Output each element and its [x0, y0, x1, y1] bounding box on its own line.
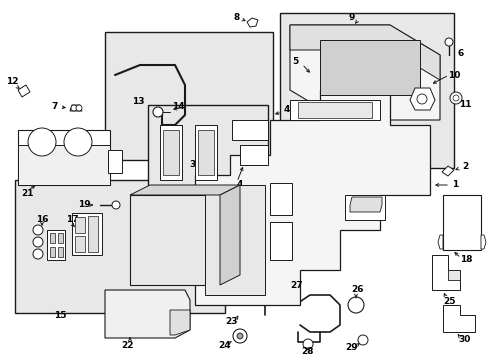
Text: 6: 6 — [457, 49, 463, 58]
Bar — [269, 222, 291, 260]
Text: 15: 15 — [54, 311, 66, 320]
Text: 23: 23 — [225, 318, 238, 327]
Circle shape — [416, 94, 426, 104]
Polygon shape — [130, 185, 240, 195]
Circle shape — [303, 339, 312, 349]
Text: 18: 18 — [459, 256, 471, 265]
Circle shape — [444, 38, 452, 46]
Bar — [204, 185, 264, 295]
Text: 24: 24 — [218, 341, 231, 350]
Text: 14: 14 — [171, 103, 184, 112]
Text: 3: 3 — [188, 161, 195, 170]
Text: 19: 19 — [78, 201, 90, 210]
Text: 7: 7 — [52, 103, 58, 112]
Polygon shape — [231, 120, 267, 140]
Polygon shape — [289, 100, 379, 120]
Bar — [72, 213, 102, 255]
Polygon shape — [18, 130, 110, 185]
Polygon shape — [437, 235, 442, 249]
Polygon shape — [289, 25, 439, 80]
Polygon shape — [163, 130, 179, 175]
Polygon shape — [220, 185, 240, 285]
Bar — [47, 230, 65, 260]
Polygon shape — [246, 18, 258, 27]
Bar — [269, 183, 291, 215]
Polygon shape — [480, 235, 485, 249]
Polygon shape — [160, 125, 182, 180]
Text: 12: 12 — [6, 77, 18, 86]
Polygon shape — [170, 310, 190, 335]
Polygon shape — [409, 88, 434, 110]
Bar — [75, 217, 85, 233]
Bar — [18, 145, 110, 185]
Polygon shape — [240, 145, 267, 165]
Polygon shape — [108, 150, 122, 173]
Polygon shape — [18, 85, 30, 97]
Polygon shape — [297, 102, 371, 118]
Bar — [280, 13, 453, 168]
Text: 1: 1 — [451, 180, 457, 189]
Polygon shape — [447, 270, 459, 280]
Circle shape — [71, 105, 77, 111]
Circle shape — [232, 329, 246, 343]
Text: 2: 2 — [461, 162, 467, 171]
Bar — [75, 236, 85, 252]
Text: 17: 17 — [65, 216, 78, 225]
Polygon shape — [105, 290, 190, 338]
Text: 27: 27 — [290, 280, 303, 289]
Text: 16: 16 — [36, 216, 48, 225]
Text: 29: 29 — [345, 343, 358, 352]
Bar — [88, 216, 98, 252]
Bar — [58, 233, 63, 243]
Polygon shape — [289, 25, 439, 120]
Text: 26: 26 — [351, 285, 364, 294]
Text: 4: 4 — [283, 105, 289, 114]
Text: 5: 5 — [291, 58, 298, 67]
Circle shape — [452, 95, 458, 101]
Circle shape — [33, 225, 43, 235]
Circle shape — [347, 297, 363, 313]
Polygon shape — [195, 90, 429, 305]
Circle shape — [33, 249, 43, 259]
Text: 30: 30 — [458, 336, 470, 345]
Polygon shape — [345, 195, 384, 220]
Polygon shape — [441, 166, 453, 176]
Text: 28: 28 — [301, 347, 314, 356]
Text: 10: 10 — [447, 71, 459, 80]
Bar — [58, 247, 63, 257]
Text: 20: 20 — [168, 204, 181, 213]
Text: 21: 21 — [21, 189, 34, 198]
Circle shape — [28, 128, 56, 156]
Text: 22: 22 — [121, 341, 133, 350]
Text: 11: 11 — [458, 100, 470, 109]
Bar — [442, 195, 480, 250]
Polygon shape — [198, 130, 214, 175]
Polygon shape — [70, 105, 82, 111]
Circle shape — [64, 128, 92, 156]
Bar — [50, 247, 55, 257]
Bar — [319, 40, 419, 95]
Text: 25: 25 — [443, 297, 455, 306]
Bar — [15, 180, 224, 313]
Polygon shape — [349, 197, 381, 212]
Bar — [105, 32, 272, 160]
Circle shape — [112, 201, 120, 209]
Bar — [130, 195, 220, 285]
Bar — [148, 105, 267, 205]
Circle shape — [33, 237, 43, 247]
Text: 8: 8 — [233, 13, 240, 22]
Text: 4: 4 — [236, 180, 243, 189]
Polygon shape — [442, 305, 474, 332]
Circle shape — [76, 105, 82, 111]
Polygon shape — [431, 255, 459, 290]
Polygon shape — [195, 125, 217, 180]
Text: 13: 13 — [131, 98, 144, 107]
Circle shape — [449, 92, 461, 104]
Circle shape — [153, 107, 163, 117]
Text: 9: 9 — [348, 13, 354, 22]
Text: 4: 4 — [196, 235, 203, 244]
Circle shape — [237, 333, 243, 339]
Bar — [50, 233, 55, 243]
Circle shape — [357, 335, 367, 345]
